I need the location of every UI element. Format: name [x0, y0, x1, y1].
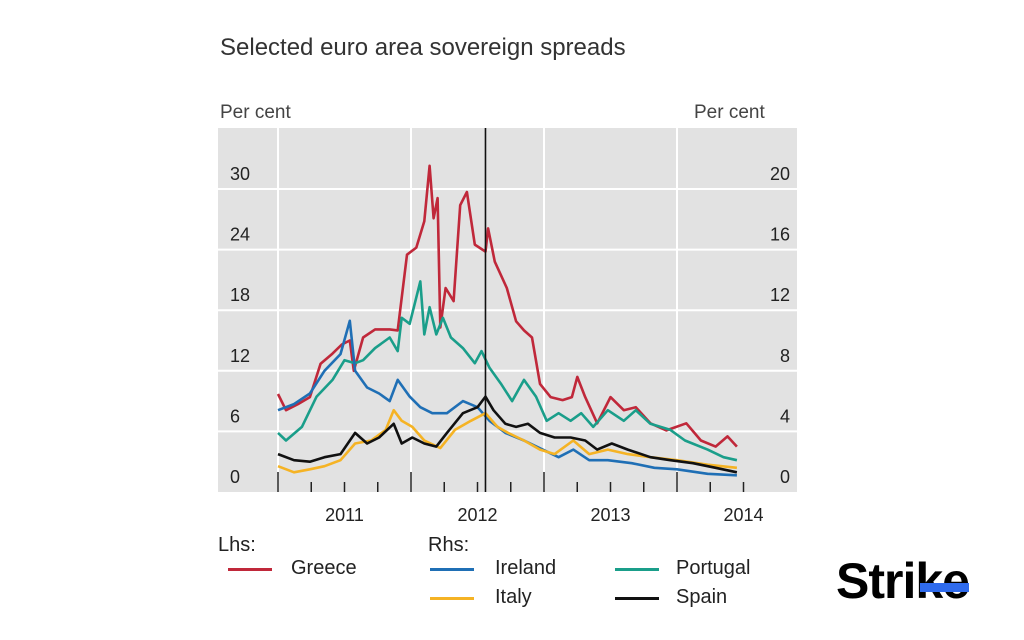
y-right-tick-label: 8 [780, 346, 790, 366]
x-tick-label: 2012 [457, 505, 497, 525]
logo-text-e: e [920, 553, 970, 609]
y-left-tick-label: 12 [230, 346, 250, 366]
legend-lhs-label: Lhs: [218, 534, 256, 556]
legend-label-portugal: Portugal [676, 557, 751, 579]
y-right-tick-label: 12 [770, 285, 790, 305]
y-right-tick-label: 20 [770, 164, 790, 184]
left-axis-unit: Per cent [220, 102, 291, 123]
chart-title: Selected euro area sovereign spreads [220, 34, 626, 61]
logo-text: Stri [836, 553, 916, 609]
x-tick-label: 2011 [325, 505, 364, 525]
logo-accent-bar [920, 583, 969, 592]
legend-label-spain: Spain [676, 586, 728, 608]
right-axis-unit: Per cent [694, 102, 765, 123]
legend-swatch-ireland [430, 568, 474, 571]
y-right-tick-label: 4 [780, 406, 790, 426]
logo-text-k: k [915, 553, 943, 609]
y-left-tick-label: 6 [230, 406, 240, 426]
y-left-tick-label: 24 [230, 225, 250, 245]
legend-swatch-italy [430, 597, 474, 600]
y-left-tick-label: 18 [230, 285, 250, 305]
legend-swatch-portugal [615, 568, 659, 571]
series-line-portugal [277, 280, 738, 462]
y-right-tick-label: 0 [780, 467, 790, 487]
y-left-tick-label: 30 [230, 164, 250, 184]
legend-label-greece: Greece [291, 557, 357, 579]
legend-swatch-spain [615, 597, 659, 600]
legend-label-italy: Italy [495, 586, 532, 608]
x-tick-label: 2013 [590, 505, 630, 525]
legend-label-ireland: Ireland [495, 557, 557, 579]
legend-swatch-greece [228, 568, 272, 571]
series-line-italy [277, 408, 738, 474]
x-tick-label: 2014 [723, 505, 763, 525]
y-left-tick-label: 0 [230, 467, 240, 487]
legend-rhs-label: Rhs: [428, 534, 470, 556]
strike-logo: Strike [836, 552, 970, 610]
series-line-ireland [277, 319, 737, 477]
y-right-tick-label: 16 [770, 225, 790, 245]
